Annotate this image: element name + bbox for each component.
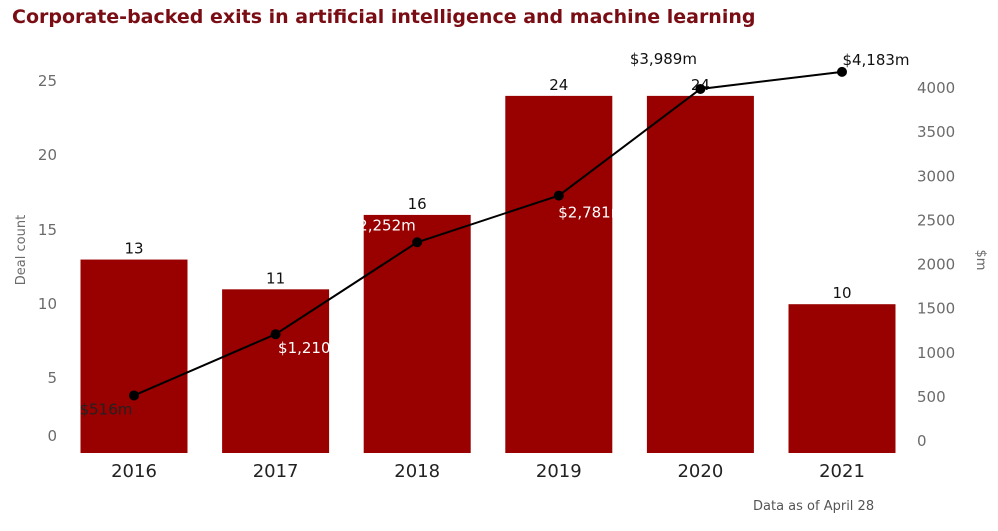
bar-2019 <box>505 95 613 453</box>
y-right-tick: 3500 <box>917 123 955 141</box>
value-point-2019 <box>553 190 564 201</box>
value-label-2020: $3,989m <box>630 50 697 68</box>
value-label-2021: $4,183m <box>842 51 909 69</box>
x-tick-2020: 2020 <box>677 461 723 482</box>
x-tick-2016: 2016 <box>111 461 157 482</box>
bar-label-2021: 10 <box>832 284 851 302</box>
bar-2017 <box>222 289 330 453</box>
value-point-2020 <box>695 83 706 94</box>
x-tick-2017: 2017 <box>253 461 299 482</box>
y-left-tick: 25 <box>38 72 57 90</box>
y-left-tick: 15 <box>38 221 57 239</box>
y-right-tick: 1500 <box>917 300 955 318</box>
value-point-2016 <box>129 390 139 401</box>
value-label-2016: $516m <box>80 400 133 418</box>
y-right-axis-label: $m <box>973 250 988 271</box>
y-left-axis-label: Deal count <box>14 215 29 285</box>
value-point-2021 <box>837 66 847 77</box>
bar-label-2016: 13 <box>124 240 143 258</box>
bar-label-2019: 24 <box>549 76 568 94</box>
y-right-tick: 2000 <box>917 256 955 274</box>
value-label-2019: $2,781m <box>558 204 625 222</box>
value-label-2018: $2,252m <box>349 216 416 234</box>
value-point-2017 <box>270 329 281 340</box>
x-tick-2019: 2019 <box>536 461 582 482</box>
bar-2021 <box>788 304 896 453</box>
y-left-tick: 5 <box>47 369 57 387</box>
bar-2016 <box>80 259 188 453</box>
y-left-tick: 0 <box>47 427 57 445</box>
bar-2020 <box>646 95 754 453</box>
bar-label-2017: 11 <box>266 269 285 287</box>
y-right-tick: 1000 <box>917 344 955 362</box>
value-label-2017: $1,210m <box>278 339 345 357</box>
y-right-tick: 2500 <box>917 211 955 229</box>
value-point-2018 <box>412 237 423 248</box>
x-tick-2021: 2021 <box>819 461 865 482</box>
value-line <box>133 70 843 397</box>
y-left-tick: 20 <box>38 146 57 164</box>
y-right-tick: 500 <box>917 388 946 406</box>
chart-title: Corporate-backed exits in artificial int… <box>12 6 756 28</box>
y-right-tick: 0 <box>917 432 927 450</box>
y-left-tick: 10 <box>38 295 57 313</box>
bar-label-2018: 16 <box>408 195 427 213</box>
data-note: Data as of April 28 <box>753 499 875 514</box>
y-right-tick: 4000 <box>917 79 955 97</box>
x-tick-2018: 2018 <box>394 461 440 482</box>
y-right-tick: 3000 <box>917 167 955 185</box>
bar-2018 <box>363 214 471 453</box>
